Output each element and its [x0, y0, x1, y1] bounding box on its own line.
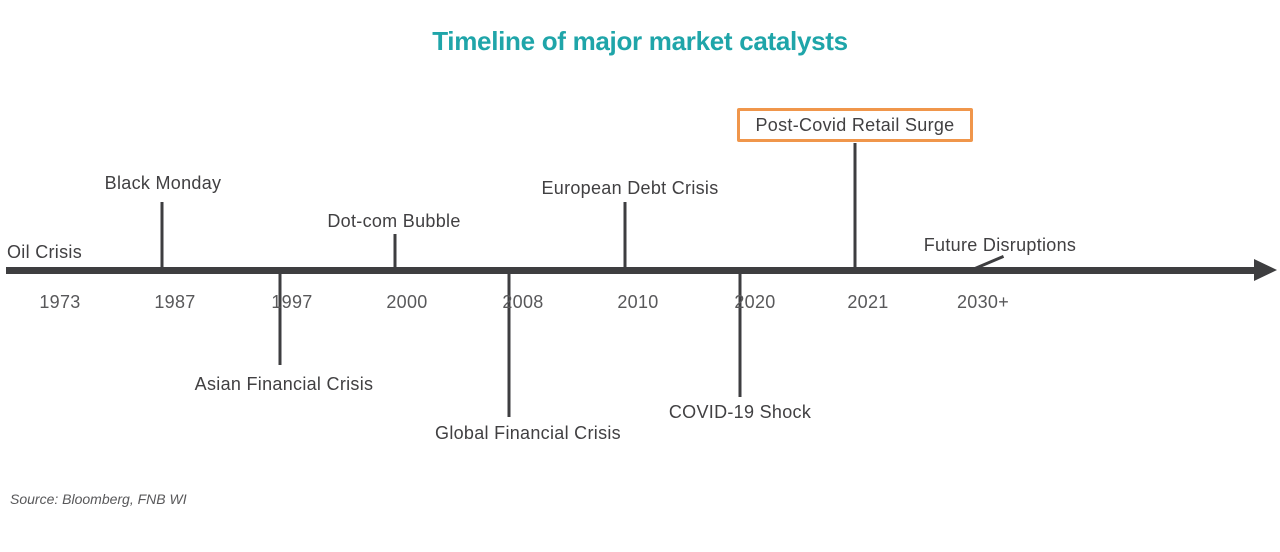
event-label-covid-19-shock: COVID-19 Shock	[668, 402, 812, 422]
chart-title: Timeline of major market catalysts	[432, 26, 848, 56]
timeline-axis	[6, 267, 1256, 274]
event-label-future-disruptions: Future Disruptions	[923, 235, 1077, 255]
event-label-post-covid-retail-surge: Post-Covid Retail Surge	[755, 114, 955, 135]
event-label-black-monday: Black Monday	[104, 173, 222, 193]
year-label-2000: 2000	[386, 292, 428, 312]
event-highlight-box-post-covid-retail-surge: Post-Covid Retail Surge	[737, 108, 973, 142]
year-label-2030-plus: 2030+	[956, 292, 1010, 312]
year-label-1987: 1987	[154, 292, 196, 312]
event-stem-black-monday	[160, 202, 164, 267]
event-label-global-financial-crisis: Global Financial Crisis	[435, 423, 621, 443]
year-label-2008: 2008	[502, 292, 544, 312]
event-stem-asian-financial-crisis	[278, 274, 282, 365]
event-label-asian-financial-crisis: Asian Financial Crisis	[194, 374, 374, 394]
year-label-2010: 2010	[617, 292, 659, 312]
event-stem-post-covid-retail-surge	[853, 143, 857, 267]
source-note: Source: Bloomberg, FNB WI	[10, 491, 187, 507]
year-label-2020: 2020	[734, 292, 776, 312]
event-stem-covid-19-shock	[738, 274, 742, 397]
year-label-2021: 2021	[847, 292, 889, 312]
event-stem-global-financial-crisis	[507, 274, 511, 417]
event-label-oil-crisis: Oil Crisis	[7, 242, 82, 262]
timeline-arrowhead-icon	[1254, 259, 1277, 281]
event-stem-dot-com-bubble	[393, 234, 397, 267]
event-stem-european-debt-crisis	[623, 202, 627, 267]
year-label-1973: 1973	[39, 292, 81, 312]
year-label-1997: 1997	[271, 292, 313, 312]
event-label-european-debt-crisis: European Debt Crisis	[541, 178, 719, 198]
event-label-dot-com-bubble: Dot-com Bubble	[327, 211, 461, 231]
